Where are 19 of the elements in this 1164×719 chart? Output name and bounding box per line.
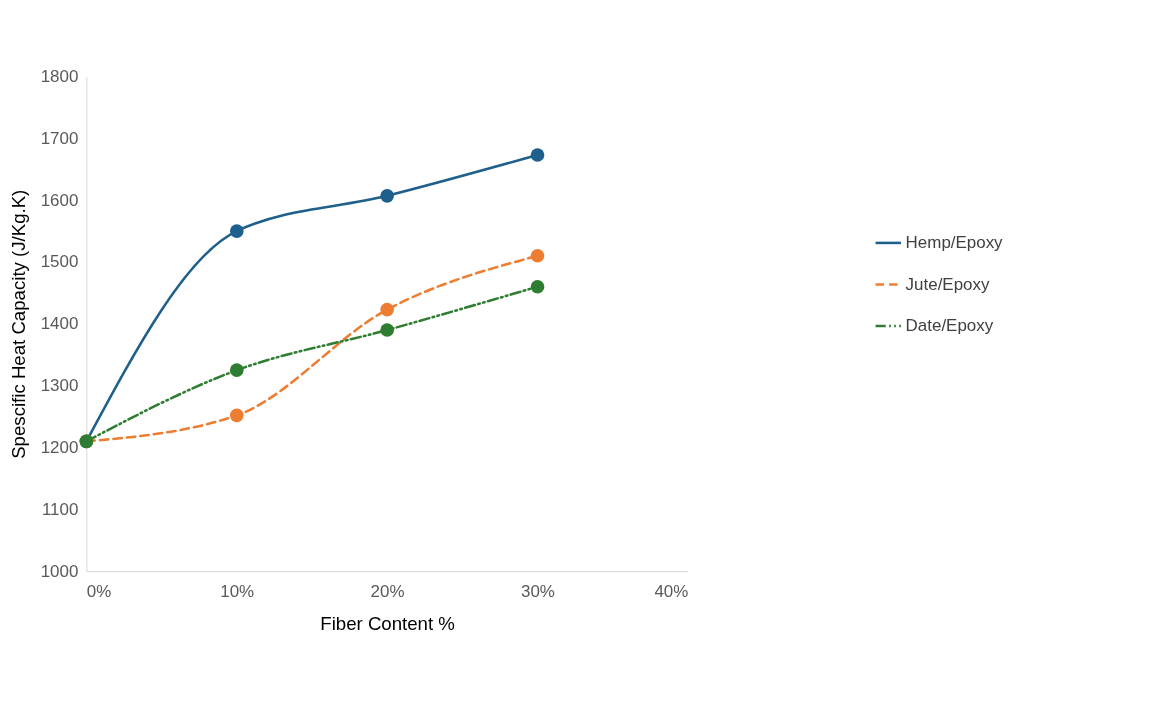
x-tick-label: 30% [520,582,555,602]
x-tick-label: 0% [86,582,112,602]
y-axis-title: Spescific Heat Capacity (J/Kg.K) [7,189,29,459]
y-tick-label: 1500 [40,252,79,272]
y-tick-label: 1800 [40,66,79,86]
y-tick-label: 1600 [40,190,79,210]
x-tick-label: 10% [220,582,255,602]
y-tick-label: 1300 [40,376,79,396]
y-tick-label: 1000 [40,561,79,581]
legend-label: Hemp/Epoxy [905,233,1004,252]
y-tick-label: 1400 [40,314,79,334]
x-axis-title: Fiber Content % [320,613,455,635]
y-tick-label: 1100 [41,499,79,519]
x-tick-label: 40% [654,582,689,602]
y-tick-label: 1200 [40,438,79,458]
y-tick-label: 1700 [40,128,79,148]
legend-label: Date/Epoxy [905,316,994,336]
x-tick-label: 20% [370,582,405,602]
legend-label: Jute/Epoxy [905,274,990,294]
